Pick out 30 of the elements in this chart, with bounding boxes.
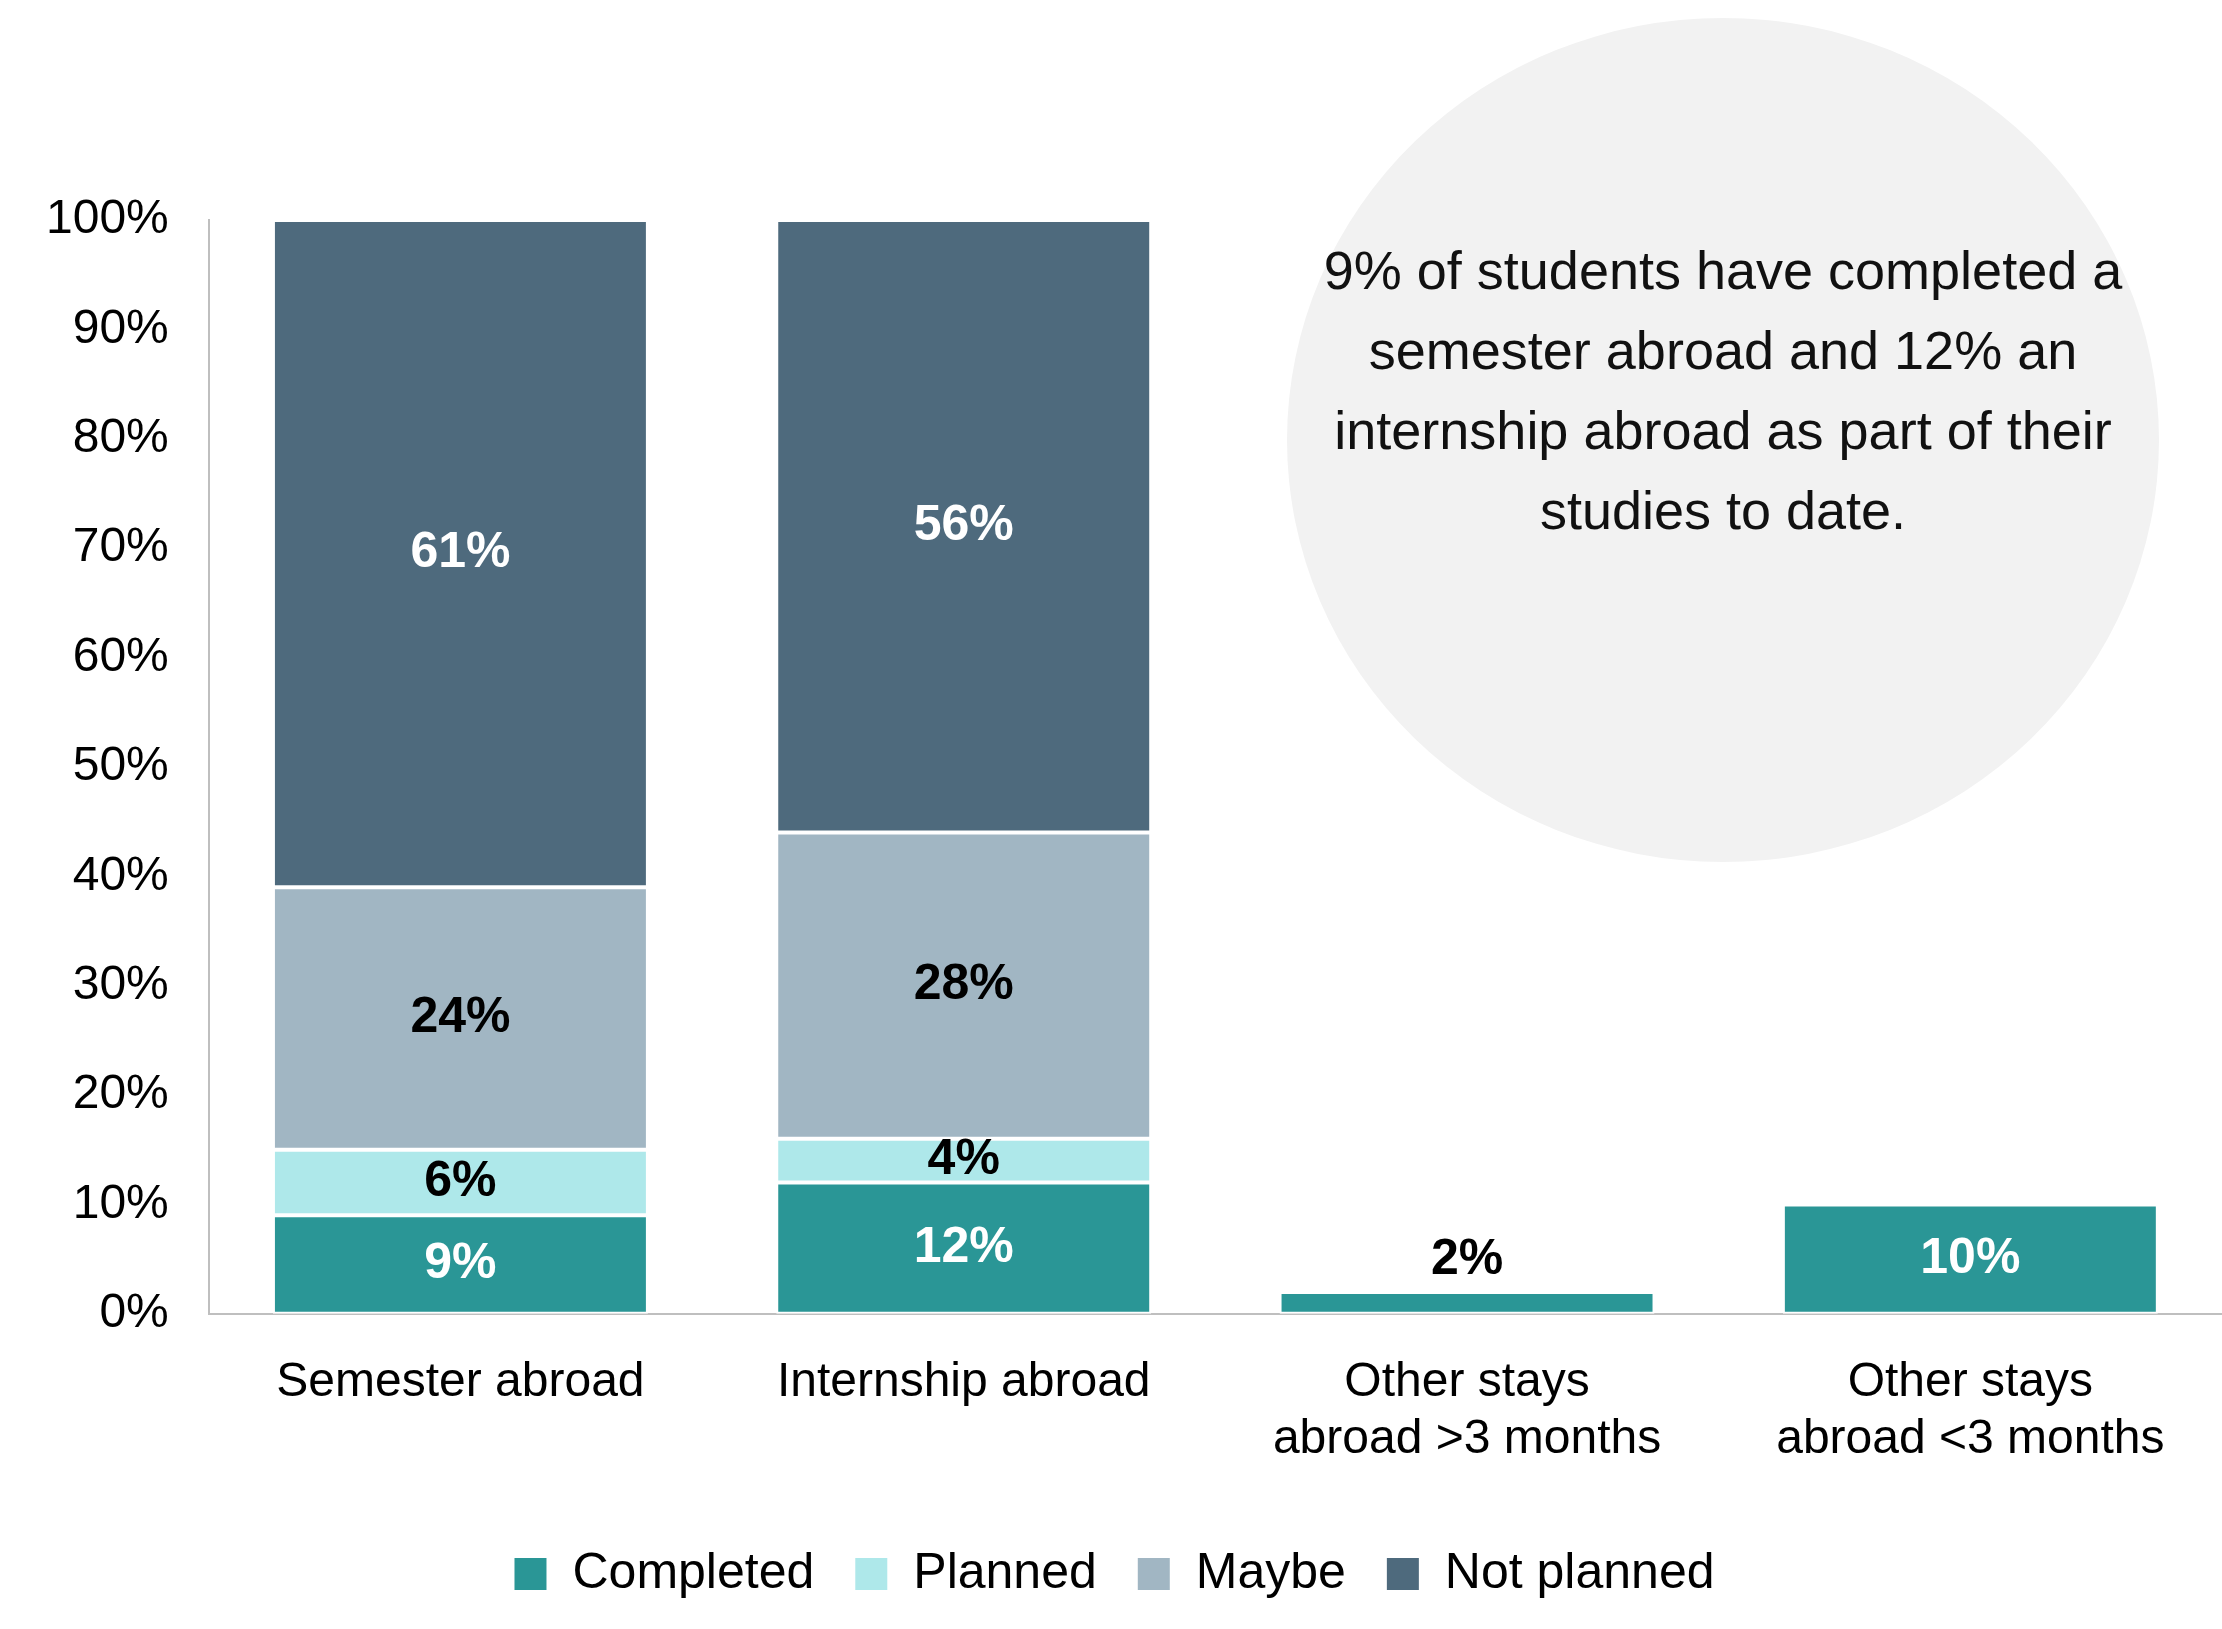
data-label: 6%	[424, 1151, 497, 1208]
data-label: 10%	[1920, 1227, 2021, 1284]
y-tick-label: 60%	[72, 627, 169, 681]
data-label: 28%	[913, 954, 1014, 1011]
x-tick-label: Semester abroad	[276, 1352, 645, 1406]
y-tick-label: 70%	[72, 518, 169, 572]
x-tick-label: Other stays abroad >3 months	[1272, 1352, 1662, 1464]
y-tick-label: 30%	[72, 955, 169, 1009]
y-tick-label: 50%	[72, 737, 169, 791]
y-tick-label: 10%	[72, 1174, 169, 1228]
y-tick-label: 90%	[72, 299, 169, 353]
legend-label: Not planned	[1444, 1542, 1715, 1599]
x-tick-label: Other stays abroad <3 months	[1776, 1352, 2165, 1464]
data-label: 56%	[913, 495, 1014, 552]
data-label: 4%	[927, 1129, 1000, 1186]
legend-label: Planned	[913, 1542, 1097, 1599]
y-tick-label: 80%	[72, 408, 169, 462]
annotation: 9% of students have completed a semester abroad and 12% an internship abroad as part of their studies to date.	[1322, 239, 2124, 542]
y-tick-label: 0%	[99, 1284, 169, 1338]
y-tick-label: 40%	[72, 846, 169, 900]
data-label: 12%	[913, 1216, 1014, 1273]
legend-label: Maybe	[1195, 1542, 1346, 1599]
data-label: 9%	[424, 1233, 497, 1290]
data-label: 61%	[410, 522, 511, 579]
legend-label: Completed	[572, 1542, 815, 1599]
data-label: 24%	[410, 987, 511, 1044]
x-tick-label: Internship abroad	[776, 1352, 1151, 1406]
y-tick-label: 100%	[46, 190, 169, 244]
data-label: 2%	[1430, 1228, 1504, 1285]
y-tick-label: 20%	[72, 1065, 169, 1119]
